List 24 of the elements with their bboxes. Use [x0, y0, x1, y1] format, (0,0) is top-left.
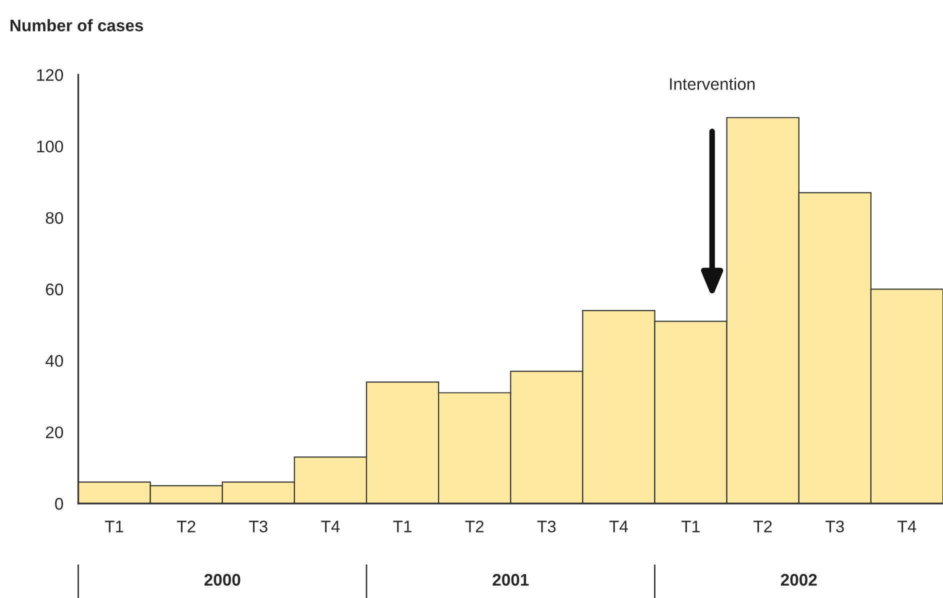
x-tick-label: T4	[321, 520, 340, 532]
y-tick-label: 60	[46, 284, 64, 296]
text: 2001	[492, 574, 529, 586]
x-tick-label: T2	[465, 520, 484, 532]
y-tick-label: 120	[37, 69, 64, 81]
x-tick-label: T2	[754, 520, 772, 532]
y-tick-label: 0	[55, 498, 64, 510]
y-tick-label: 80	[46, 212, 64, 224]
x-tick-label: T3	[537, 520, 556, 532]
text: 2000	[204, 574, 240, 586]
x-tick-label: T2	[177, 520, 196, 532]
annotation: Intervention	[670, 78, 755, 90]
x-tick-label: T3	[249, 520, 268, 532]
x-tick-label: T4	[898, 520, 916, 532]
x-tick-label: T3	[826, 520, 844, 532]
y-tick-label: 40	[46, 354, 64, 367]
x-tick-label: T4	[609, 520, 628, 532]
x-tick-label: T1	[104, 520, 124, 532]
text: 2002	[780, 574, 817, 586]
x-tick-label: T1	[681, 520, 700, 532]
x-tick-label: T1	[393, 520, 412, 532]
y-tick-label: 100	[37, 140, 64, 152]
y-axis-title: Number of cases	[10, 19, 144, 32]
y-tick-label: 20	[46, 426, 64, 438]
